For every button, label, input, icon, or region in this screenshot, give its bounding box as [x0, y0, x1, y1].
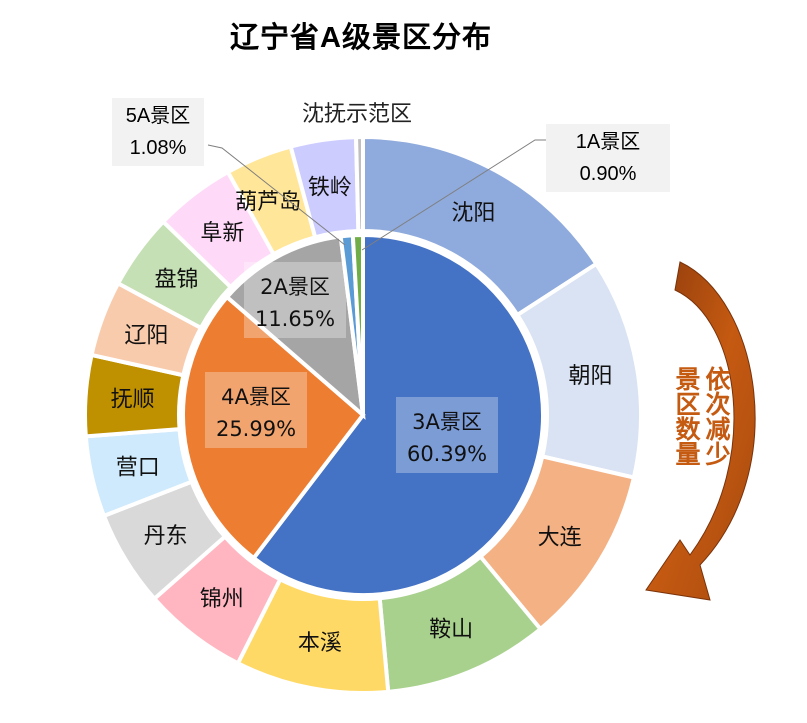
callout-5a-value: 1.08% [129, 137, 187, 159]
label-shenfu: 沈抚示范区 [302, 102, 413, 127]
inner-ring-grades: 3A景区 60.39% 4A景区 25.99% 2A景区 11.65% [181, 232, 545, 597]
callout-5a-name: 5A景区 [125, 105, 191, 127]
callout-1a-value: 0.90% [579, 163, 637, 185]
inner-slice-label: 4A景区 [221, 385, 291, 409]
outer-slice-label: 锦州 [200, 587, 244, 612]
annotation-line1: 依次减少 [702, 366, 731, 466]
decrease-arrow-icon [645, 261, 756, 601]
outer-slice-label: 盘锦 [154, 268, 198, 293]
outer-slice-label: 抚顺 [111, 388, 155, 413]
inner-label-box [205, 372, 307, 448]
inner-slice [224, 234, 366, 420]
callout-5a: 5A景区 1.08% [112, 98, 204, 166]
inner-slice-label: 3A景区 [412, 410, 482, 434]
callout-1a-name: 1A景区 [575, 131, 641, 153]
inner-label-box [244, 262, 346, 338]
callout-leader-lines [207, 139, 548, 251]
inner-slice [350, 232, 365, 416]
inner-slice [250, 232, 545, 597]
outer-slice-label: 朝阳 [569, 364, 613, 389]
outer-slice-label: 辽阳 [124, 324, 168, 349]
outer-slice-label: 葫芦岛 [235, 190, 301, 215]
chart-title: 辽宁省A级景区分布 [230, 22, 492, 54]
outer-slice-label: 沈阳 [451, 201, 495, 226]
inner-label-box [396, 397, 498, 473]
inner-slice [181, 294, 366, 561]
leader-1a [361, 139, 548, 251]
outer-slice-label: 鞍山 [429, 618, 473, 643]
outer-slice-label: 阜新 [200, 221, 244, 246]
outer-slice [353, 134, 365, 234]
leader-5a [207, 144, 346, 246]
outer-slice-label: 大连 [538, 525, 582, 550]
outer-slice-label: 本溪 [298, 631, 342, 656]
inner-slice-label: 2A景区 [260, 275, 330, 299]
outer-slice-label: 营口 [116, 455, 160, 480]
inner-slice-label: 11.65% [255, 307, 335, 331]
inner-slice-label: 60.39% [407, 442, 487, 466]
outer-slice-label: 铁岭 [308, 175, 352, 200]
outer-slice-label: 丹东 [144, 524, 188, 549]
callout-1a: 1A景区 0.90% [546, 124, 670, 192]
annotation-line2: 景区数量 [672, 366, 701, 466]
inner-slice-label: 25.99% [216, 417, 296, 441]
